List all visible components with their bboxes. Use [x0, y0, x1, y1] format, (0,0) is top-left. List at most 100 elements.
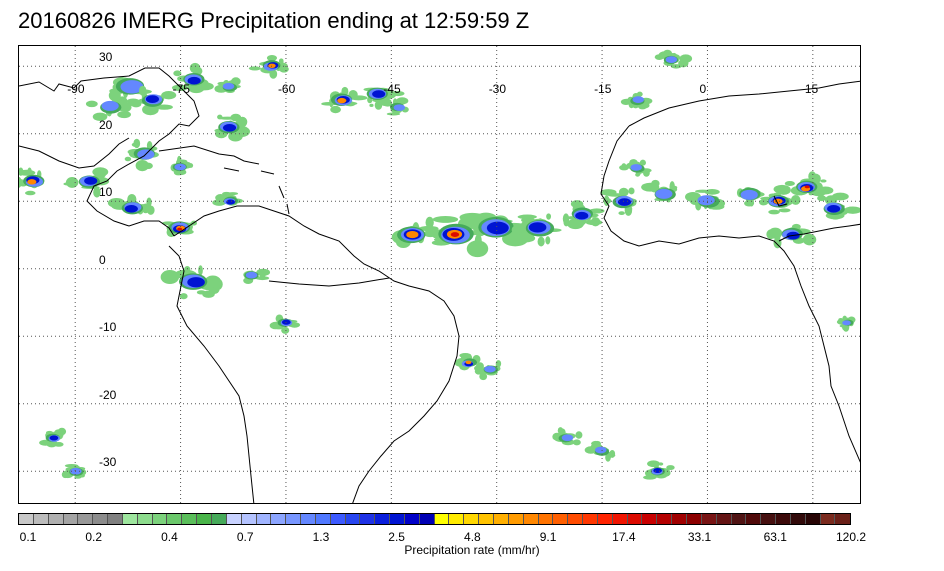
colorbar-swatch — [434, 514, 450, 524]
precip-cell — [605, 453, 611, 462]
precip-cell — [572, 439, 581, 446]
precip-cell — [148, 109, 153, 116]
precip-cell — [838, 317, 844, 323]
colorbar-tick-label: 0.1 — [19, 530, 37, 544]
precip-cell — [432, 216, 459, 223]
precip-cell — [768, 209, 780, 215]
precip-cell — [790, 195, 801, 205]
grid-lines — [19, 46, 860, 503]
precip-cell — [618, 187, 629, 197]
colorbar-swatch — [508, 514, 524, 524]
coastlines — [19, 67, 860, 503]
colorbar-tick-label: 0.7 — [236, 530, 254, 544]
lon-tick-label: -30 — [488, 82, 507, 96]
colorbar-swatch — [419, 514, 435, 524]
river-amazon — [268, 277, 390, 287]
lat-tick-label: -30 — [99, 455, 117, 470]
precip-core — [393, 104, 406, 112]
colorbar-swatch — [19, 514, 34, 524]
precip-cell — [257, 269, 262, 276]
precip-cell — [628, 187, 635, 195]
precip-cell — [635, 172, 641, 177]
colorbar-swatch — [672, 514, 687, 524]
colorbar-tick-label: 120.2 — [835, 530, 867, 544]
colorbar-swatch — [33, 514, 49, 524]
precip-core — [268, 63, 276, 69]
precip-cell — [802, 233, 817, 246]
precip-cell — [135, 160, 150, 172]
precip-core — [101, 100, 119, 111]
precip-cell — [475, 362, 484, 370]
precip-core — [406, 231, 419, 239]
colorbar-swatch — [820, 514, 836, 524]
precip-cell — [618, 211, 625, 215]
colorbar-swatch — [197, 514, 212, 524]
precip-cell — [179, 293, 188, 300]
precip-core — [174, 163, 186, 171]
colorbar-swatch — [360, 514, 376, 524]
colorbar-swatch — [301, 514, 316, 524]
colorbar-swatch — [241, 514, 257, 524]
colorbar-swatch — [583, 514, 598, 524]
precip-core — [222, 123, 237, 132]
precip-cell — [234, 133, 249, 137]
colorbar-swatch — [479, 514, 494, 524]
colorbar-swatch — [523, 514, 539, 524]
precip-core — [177, 227, 183, 231]
precip-cell — [663, 49, 672, 57]
lon-tick-label: -90 — [67, 82, 85, 96]
colorbar-swatch — [286, 514, 302, 524]
colorbar-swatch — [449, 514, 465, 524]
precip-cell — [643, 168, 650, 177]
colorbar-swatch — [122, 514, 138, 524]
precip-cell — [744, 200, 755, 207]
coastline-africa-north — [628, 80, 860, 127]
colorbar-swatch — [597, 514, 613, 524]
precip-cell — [92, 167, 109, 177]
lon-tick-label: -60 — [277, 82, 296, 96]
precip-core — [187, 76, 201, 85]
precip-cell — [584, 446, 597, 454]
colorbar-swatch — [330, 514, 346, 524]
coastline-gulf-coast — [19, 137, 130, 169]
colorbar-swatch — [731, 514, 747, 524]
colorbar-swatch — [48, 514, 64, 524]
precip-cell — [511, 225, 523, 235]
precip-core — [804, 185, 810, 189]
precip-core — [245, 271, 258, 279]
precip-cell — [651, 179, 660, 188]
precip-cell — [590, 217, 601, 227]
colorbar-tick-label: 4.8 — [464, 530, 481, 544]
precip-cell — [639, 159, 646, 166]
precip-cell — [545, 236, 551, 245]
colorbar-tick-label: 9.1 — [539, 530, 557, 544]
colorbar-tick-label: 0.2 — [85, 530, 103, 544]
coastline-africa-gulf — [778, 223, 860, 242]
colorbar-swatch — [256, 514, 272, 524]
colorbar-swatch — [746, 514, 762, 524]
precip-cell — [817, 186, 834, 195]
precip-core — [842, 320, 851, 326]
colorbar-swatch — [805, 514, 821, 524]
precip-core — [450, 232, 460, 238]
colorbar-tick-label: 2.5 — [388, 530, 405, 544]
colorbar-swatch — [137, 514, 153, 524]
precip-cell — [808, 171, 817, 182]
precip-cell — [85, 100, 98, 108]
colorbar-swatch — [761, 514, 777, 524]
precip-cell — [266, 54, 278, 62]
precip-core — [337, 97, 347, 104]
precip-cell — [843, 325, 850, 332]
precip-cell — [281, 326, 290, 334]
precip-cell — [591, 440, 601, 447]
coastline-africa — [600, 125, 860, 463]
precip-cell — [108, 89, 121, 102]
map-title: 20160826 IMERG Precipitation ending at 1… — [18, 8, 530, 33]
precip-core — [653, 467, 663, 474]
precip-cell — [847, 206, 854, 211]
colorbar-swatch — [93, 514, 109, 524]
precip-core — [740, 189, 758, 200]
precip-cell — [141, 203, 150, 214]
precip-cell — [212, 278, 223, 291]
precip-cell — [382, 101, 393, 107]
